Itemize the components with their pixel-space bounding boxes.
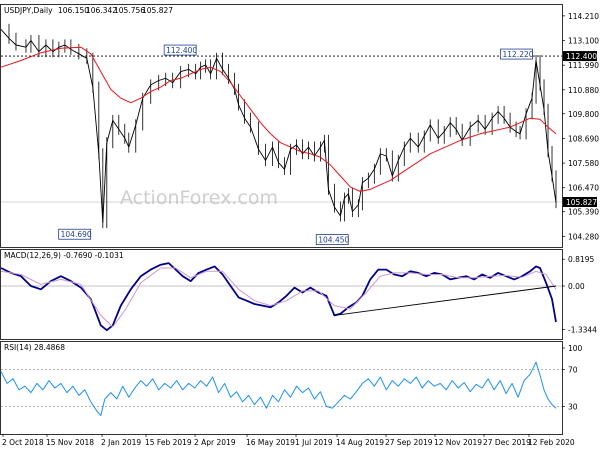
y-tick-label: 100 — [568, 344, 583, 353]
rsi-panel-frame — [0, 341, 563, 435]
price-annotation-label: 104.690 — [61, 230, 92, 239]
current-price-label: 105.827 — [566, 198, 597, 207]
y-tick-label: 108.690 — [568, 134, 599, 143]
moving-average-line — [0, 46, 557, 192]
ohlc-open: 106.150 — [58, 6, 89, 15]
x-tick-label: 12 Feb 2020 — [528, 438, 575, 447]
price-annotation-label: 112.220 — [503, 50, 534, 59]
y-tick-label: 106.470 — [568, 184, 599, 193]
x-tick-label: 16 May 2019 — [246, 438, 295, 447]
x-tick-label: 2 Jan 2019 — [101, 438, 141, 447]
y-tick-label: 114.210 — [568, 12, 599, 21]
x-tick-label: 15 Nov 2018 — [46, 438, 94, 447]
x-tick-label: 1 Jul 2019 — [295, 438, 333, 447]
price-annotation-box — [315, 234, 349, 245]
trendline-line — [334, 285, 557, 316]
price-panel-title: USDJPY,Daily — [4, 6, 53, 15]
x-tick-label: 2 Oct 2018 — [2, 438, 44, 447]
x-tick-label: 14 Aug 2019 — [336, 438, 384, 447]
price-annotation-box — [58, 228, 92, 240]
rsi-panel-title: RSI(14) 28.4868 — [4, 343, 65, 352]
ohlc-high: 106.342 — [86, 6, 117, 15]
resistance-level-label: 112.400 — [566, 52, 597, 61]
y-tick-label: 105.390 — [568, 208, 599, 217]
price-annotation-label: 112.400 — [166, 46, 197, 55]
x-tick-label: 15 Feb 2019 — [145, 438, 192, 447]
x-tick-label: 27 Sep 2019 — [385, 438, 433, 447]
y-tick-label: 104.280 — [568, 232, 599, 241]
ohlc-close: 105.827 — [142, 6, 173, 15]
y-tick-label: 111.990 — [568, 61, 599, 70]
macd-panel-title: MACD(12,26,9) -0.7690 -0.1031 — [4, 251, 124, 260]
x-tick-label: 12 Nov 2019 — [434, 438, 482, 447]
price-line — [0, 29, 557, 224]
price-annotation-label: 104.450 — [318, 236, 349, 245]
y-tick-label: 110.880 — [568, 86, 599, 95]
y-tick-label: -1.3344 — [568, 326, 597, 335]
price-annotation-box — [163, 44, 197, 56]
x-tick-label: 2 Apr 2019 — [194, 438, 236, 447]
macd-panel-frame — [0, 249, 563, 340]
y-tick-label: 70 — [568, 366, 578, 375]
y-tick-label: 113.100 — [568, 37, 599, 46]
price-annotation-box — [500, 48, 533, 60]
resistance-level-badge — [563, 51, 597, 62]
ohlc-low: 105.756 — [114, 6, 145, 15]
signal-line — [0, 267, 557, 328]
price-panel-frame — [0, 4, 563, 248]
x-tick-label: 27 Dec 2019 — [483, 438, 531, 447]
y-tick-label: 0.8195 — [568, 255, 594, 264]
rsi-line — [0, 361, 557, 417]
current-price-badge — [563, 196, 597, 207]
y-tick-label: 109.800 — [568, 110, 599, 119]
y-tick-label: 107.580 — [568, 159, 599, 168]
y-tick-label: 30 — [568, 402, 578, 411]
y-tick-label: 0.00 — [568, 282, 585, 291]
watermark-text: ActionForex.com — [120, 187, 278, 209]
